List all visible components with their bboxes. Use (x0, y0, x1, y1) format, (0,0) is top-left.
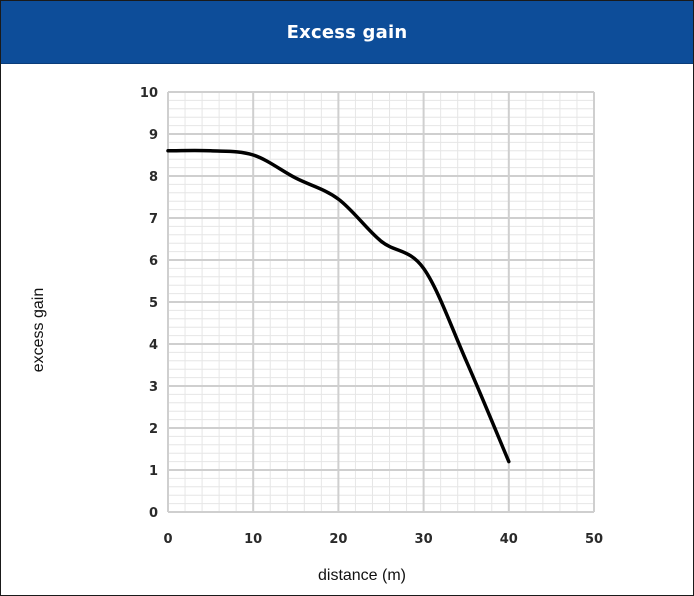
x-tick-label: 30 (415, 532, 433, 547)
x-tick-label: 0 (163, 532, 172, 547)
y-tick-label: 7 (149, 212, 158, 227)
y-tick-label: 6 (149, 254, 158, 269)
y-axis-title: excess gain (30, 288, 47, 373)
x-tick-label: 50 (585, 532, 603, 547)
chart-header: Excess gain (1, 1, 693, 64)
y-tick-label: 2 (149, 422, 158, 437)
chart-title: Excess gain (286, 21, 408, 43)
y-tick-label: 8 (149, 170, 158, 185)
y-tick-label: 3 (149, 380, 158, 395)
x-tick-labels: 0 10 20 30 40 50 (163, 532, 603, 547)
x-axis-title: distance (m) (318, 567, 406, 584)
x-tick-label: 40 (500, 532, 518, 547)
y-tick-labels: 0 1 2 3 4 5 6 7 8 9 10 (140, 86, 158, 521)
x-tick-label: 10 (244, 532, 262, 547)
y-tick-label: 10 (140, 86, 158, 101)
series-line (166, 148, 511, 464)
series-group (166, 148, 511, 464)
major-gridlines (167, 91, 595, 513)
y-tick-label: 5 (149, 296, 158, 311)
y-tick-label: 9 (149, 128, 158, 143)
y-tick-label: 1 (149, 464, 158, 479)
x-tick-label: 20 (329, 532, 347, 547)
line-chart: 0 10 20 30 40 50 0 1 2 3 4 5 6 7 8 9 10 distance (m) ex… (30, 86, 603, 584)
y-tick-label: 0 (149, 506, 158, 521)
y-tick-label: 4 (149, 338, 158, 353)
